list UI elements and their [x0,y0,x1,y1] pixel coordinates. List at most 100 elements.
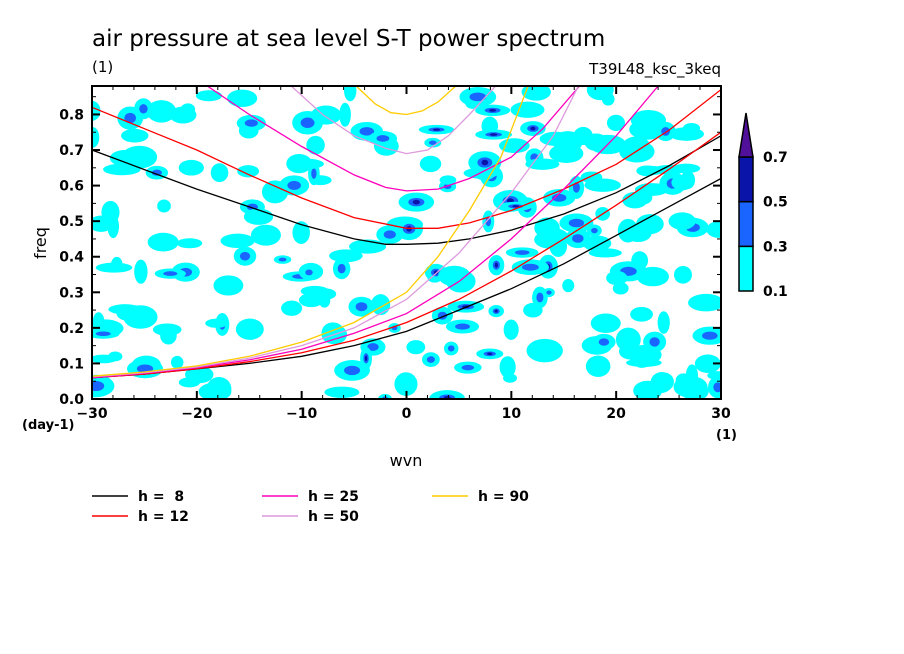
contour-patch-low [371,294,391,316]
contour-patch-low [586,86,614,101]
contour-patch-mid [568,218,585,228]
colorbar-segment [738,245,754,292]
legend-label: h = 25 [308,489,359,505]
contour-patch-mid [300,117,315,129]
x-unit-label: (1) [716,428,737,443]
x-tick-label: 20 [606,406,626,422]
contour-patch-low [688,293,721,312]
contour-patch-low [108,304,142,315]
x-tick-label: 0 [402,406,412,422]
contour-patch-low [419,155,442,173]
contour-patch-low [580,171,603,184]
contour-patch-high [433,270,439,275]
contour-patch-low [526,338,563,363]
contour-patch-low [499,356,516,378]
contour-patch-mid [551,193,567,202]
contour-patch-low [630,306,653,322]
contour-patch-low [534,230,565,249]
y-tick-label: 0.3 [59,285,84,301]
contour-patch-low [606,270,628,286]
x-tick-label: −10 [286,406,317,422]
subtitle-unit: (1) [92,58,113,76]
contour-patch-mid [572,234,584,243]
contour-patch-mid [514,250,530,255]
contour-patch-low [624,223,652,243]
legend-label: h = 50 [308,509,359,525]
contour-patch-low [243,208,274,225]
contour-patch-mid [702,331,718,340]
colorbar-extend-triangle [738,112,754,158]
power-shading [92,86,721,399]
contour-patch-low [623,136,650,153]
contour-patch-low [694,354,721,373]
curve-25-kelvin [92,86,659,379]
contour-patch-mid [485,216,491,227]
contour-patch-low [633,380,663,399]
contour-patch-low [178,377,201,388]
contour-patch-mid [376,135,390,142]
contour-patch-mid [536,292,544,303]
contour-patch-mid [426,356,435,363]
contour-patch-low [525,158,560,170]
x-tick-label: −20 [181,406,212,422]
contour-patch-mid [337,263,346,274]
contour-patch-low [394,372,418,396]
contour-patch-low [503,319,519,340]
contour-patch-low [669,127,704,141]
contour-patch-low [706,221,721,238]
colorbar-segment [738,156,754,203]
contour-patch-low [438,265,471,287]
x-tick-label: 30 [711,406,731,422]
y-tick-label: 0.0 [59,392,84,408]
contour-patch-low [92,100,101,121]
chart-title: air pressure at sea level S-T power spec… [92,26,605,52]
contour-patch-low [170,355,184,369]
contour-patch-mid [305,269,313,276]
y-tick-label: 0.6 [59,179,84,195]
contour-patch-low [306,135,325,155]
contour-patch-mid [244,119,258,127]
contour-patch-low [152,323,182,336]
contour-patch-mid [139,104,148,114]
contour-patch-low [639,165,665,176]
contour-patch-low [585,355,611,377]
contour-patch-low [195,90,222,102]
contour-patch-low [324,386,360,398]
contour-patch-low [552,131,583,153]
contour-patch-low [406,340,426,355]
contour-patch-low [439,175,457,185]
contour-patch-high [494,309,498,313]
y-tick-label: 0.8 [59,107,84,123]
contour-patch-low [121,145,158,169]
colorbar: 0.1 0.3 0.5 0.7 [738,112,788,300]
contour-patch-high [412,199,420,205]
contour-patch-low [523,302,543,318]
contour-patch-low [298,293,324,308]
y-tick-label: 0.4 [59,250,84,266]
colorbar-segment [738,200,754,248]
colorbar-label: 0.5 [763,195,788,211]
legend-label: h = 8 [138,489,184,505]
contour-patch-mid [546,290,552,295]
contour-patch-mid [521,263,539,271]
contour-patch-high [530,126,536,131]
x-tick-label: 10 [502,406,522,422]
contour-patch-low [237,165,260,178]
contour-patch-mid [591,227,598,234]
contour-patch-high [432,128,441,131]
contour-patch-low [169,106,197,124]
x-tick-labels: −30 −20 −10 0 10 20 30 [76,406,731,422]
x-tick-label: −30 [76,406,107,422]
contour-patch-low [288,158,324,170]
contour-patch-low [673,376,708,398]
curve-12-kelvin [92,131,721,379]
contour-patch-mid [278,257,287,262]
contour-patch-mid [287,180,301,190]
y-tick-label: 0.7 [59,143,84,159]
curve-50-gravity [290,86,497,155]
curve-50-kelvin [92,86,579,378]
contour-patch-low [111,256,123,272]
curve-90-kelvin [92,86,529,377]
contour-patch-low [590,313,621,333]
contour-patch-mid [359,127,375,136]
